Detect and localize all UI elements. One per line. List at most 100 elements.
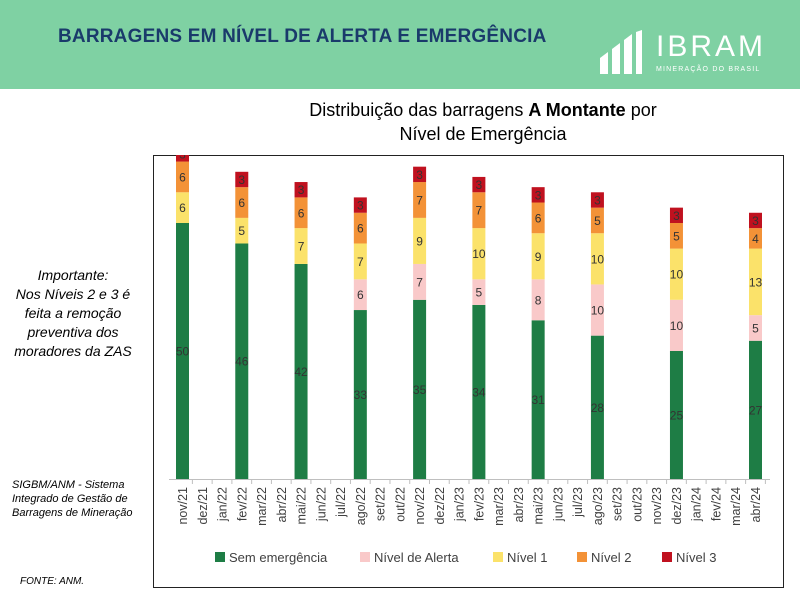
ibram-logo-icon bbox=[600, 30, 642, 74]
source-note: SIGBM/ANM - Sistema Integrado de Gestão … bbox=[12, 479, 133, 519]
legend-swatch bbox=[493, 552, 503, 562]
legend-swatch bbox=[577, 552, 587, 562]
data-label: 3 bbox=[238, 173, 245, 187]
data-label: 10 bbox=[591, 252, 605, 266]
data-label: 3 bbox=[416, 168, 423, 182]
bar-segment bbox=[176, 155, 189, 162]
data-label: 7 bbox=[476, 204, 483, 218]
x-tick-label: abr/24 bbox=[749, 487, 763, 522]
bar-segment bbox=[590, 335, 604, 479]
data-label: 46 bbox=[235, 355, 249, 369]
bar-segment bbox=[531, 187, 545, 203]
bar-segment bbox=[235, 217, 249, 244]
chart-title-line2: Nível de Emergência bbox=[399, 124, 567, 144]
fonte-note: FONTE: ANM. bbox=[20, 576, 85, 587]
x-tick-label: jun/23 bbox=[551, 487, 565, 522]
x-tick-label: dez/22 bbox=[433, 487, 447, 525]
ibram-logo: IBRAM MINERAÇÃO DO BRASIL bbox=[598, 30, 763, 76]
x-tick-label: out/22 bbox=[393, 487, 407, 522]
bar-segment bbox=[531, 233, 545, 280]
data-label: 10 bbox=[591, 304, 605, 318]
data-label: 27 bbox=[749, 403, 763, 417]
legend-label: Nível de Alerta bbox=[374, 550, 459, 565]
bar-segment bbox=[294, 197, 308, 229]
bar-segment bbox=[590, 207, 604, 234]
bar-segment bbox=[353, 279, 367, 311]
bar-segment bbox=[176, 192, 189, 223]
data-label: 5 bbox=[238, 224, 245, 238]
data-label: 25 bbox=[670, 409, 684, 423]
x-tick-label: fev/22 bbox=[235, 487, 249, 521]
x-tick-label: jan/22 bbox=[216, 487, 230, 522]
bar-segment bbox=[669, 248, 683, 300]
x-tick-label: jan/23 bbox=[453, 487, 467, 522]
x-tick-label: nov/21 bbox=[176, 487, 190, 525]
data-label: 7 bbox=[357, 255, 364, 269]
bar-segment bbox=[590, 192, 604, 208]
data-label: 3 bbox=[298, 183, 305, 197]
x-tick-label: dez/21 bbox=[196, 487, 210, 525]
bar-segment bbox=[590, 233, 604, 285]
data-label: 5 bbox=[752, 321, 759, 335]
legend-label: Sem emergência bbox=[229, 550, 328, 565]
note-heading: Importante: bbox=[37, 267, 109, 283]
x-tick-label: fev/24 bbox=[709, 487, 723, 521]
data-label: 5 bbox=[476, 286, 483, 300]
bar-segment bbox=[531, 279, 545, 321]
legend-swatch bbox=[360, 552, 370, 562]
data-label: 10 bbox=[472, 247, 486, 261]
data-label: 6 bbox=[298, 206, 305, 220]
bar-segment bbox=[749, 228, 762, 249]
data-label: 3 bbox=[357, 199, 364, 213]
bar-segment bbox=[413, 299, 427, 479]
x-tick-label: abr/23 bbox=[512, 487, 526, 522]
x-tick-label: mai/22 bbox=[295, 487, 309, 525]
bar-segment bbox=[176, 161, 189, 193]
bar-segment bbox=[413, 166, 427, 183]
x-tick-label: set/23 bbox=[611, 487, 625, 521]
chart-title: Distribuição das barragens A Montante po… bbox=[240, 98, 726, 146]
x-tick-label: fev/23 bbox=[472, 487, 486, 521]
data-label: 9 bbox=[416, 234, 423, 248]
x-tick-label: abr/22 bbox=[275, 487, 289, 522]
x-tick-label: mar/23 bbox=[492, 487, 506, 526]
data-label: 8 bbox=[535, 293, 542, 307]
data-label: 33 bbox=[354, 388, 368, 402]
data-label: 31 bbox=[531, 393, 545, 407]
data-label: 3 bbox=[535, 188, 542, 202]
bar-segment bbox=[413, 217, 427, 264]
bar-segment bbox=[472, 192, 486, 229]
bar-segment bbox=[294, 182, 308, 198]
bar-segment bbox=[413, 182, 427, 218]
x-tick-label: nov/23 bbox=[650, 487, 664, 525]
bar-segment bbox=[472, 176, 486, 193]
x-tick-label: ago/22 bbox=[354, 487, 368, 525]
chart-title-suffix: por bbox=[625, 100, 657, 120]
data-label: 3 bbox=[179, 155, 186, 161]
bar-segment bbox=[749, 248, 762, 316]
bar-segment bbox=[235, 187, 249, 218]
data-label: 10 bbox=[670, 268, 684, 282]
data-label: 7 bbox=[416, 275, 423, 289]
x-tick-label: nov/22 bbox=[413, 487, 427, 525]
bar-segment bbox=[669, 223, 683, 249]
chart-title-prefix: Distribuição das barragens bbox=[309, 100, 529, 120]
legend-swatch bbox=[662, 552, 672, 562]
x-tick-label: ago/23 bbox=[591, 487, 605, 525]
stacked-bar-chart: 50663nov/21dez/21jan/2246563fev/22mar/22… bbox=[169, 155, 770, 565]
bar-segment bbox=[413, 263, 427, 300]
bar-segment bbox=[176, 223, 189, 479]
x-tick-label: mar/22 bbox=[255, 487, 269, 526]
data-label: 6 bbox=[535, 211, 542, 225]
bar-segment bbox=[472, 228, 486, 280]
x-tick-label: jan/24 bbox=[690, 487, 704, 522]
important-note: Importante: Nos Níveis 2 e 3 é feita a r… bbox=[14, 266, 132, 361]
bar-segment bbox=[353, 212, 367, 244]
data-label: 6 bbox=[357, 288, 364, 302]
bar-segment bbox=[590, 284, 604, 336]
logo-name: IBRAM bbox=[656, 30, 767, 63]
bar-segment bbox=[294, 228, 308, 264]
x-tick-label: mai/23 bbox=[532, 487, 546, 525]
x-tick-label: dez/23 bbox=[670, 487, 684, 525]
data-label: 3 bbox=[594, 193, 601, 207]
